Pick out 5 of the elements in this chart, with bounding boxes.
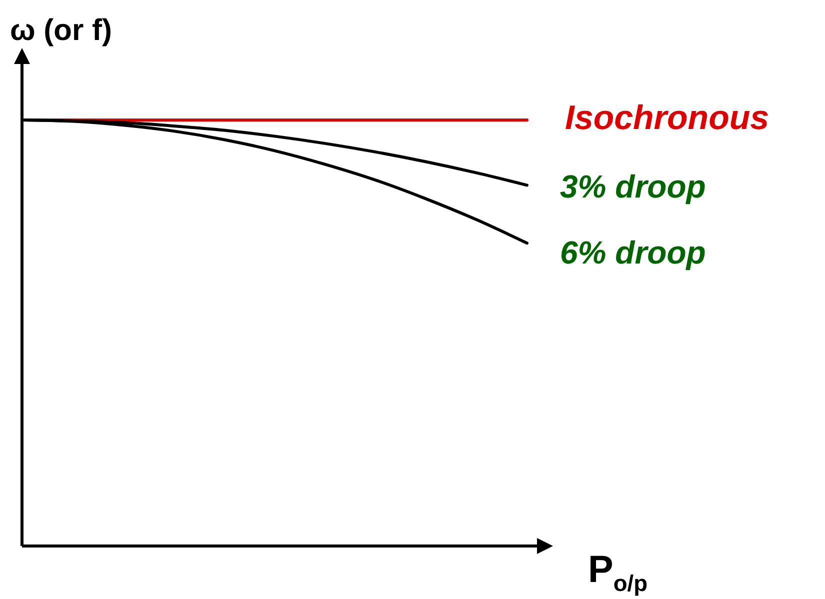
series-label: 3% droop xyxy=(560,168,706,205)
x-axis-title: P$_{o/p}$ xyxy=(588,549,648,596)
y-axis-title: ω (or f) xyxy=(10,14,112,47)
series-label: Isochronous xyxy=(565,98,770,137)
series-label: 6% droop xyxy=(560,234,706,271)
